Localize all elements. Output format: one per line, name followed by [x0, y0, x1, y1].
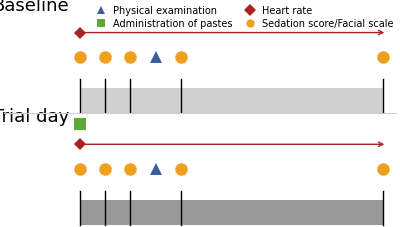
Bar	[80, 89, 383, 114]
Bar	[80, 200, 383, 225]
Text: 12: 12	[377, 122, 390, 132]
Text: 1: 1	[102, 122, 108, 132]
Text: 2: 2	[127, 122, 133, 132]
Text: 4: 4	[178, 122, 184, 132]
Text: 0: 0	[76, 122, 83, 132]
Text: Trial day: Trial day	[0, 108, 69, 126]
Legend: Physical examination, Administration of pastes, Heart rate, Sedation score/Facia: Physical examination, Administration of …	[92, 6, 393, 29]
Text: Baseline: Baseline	[0, 0, 69, 15]
